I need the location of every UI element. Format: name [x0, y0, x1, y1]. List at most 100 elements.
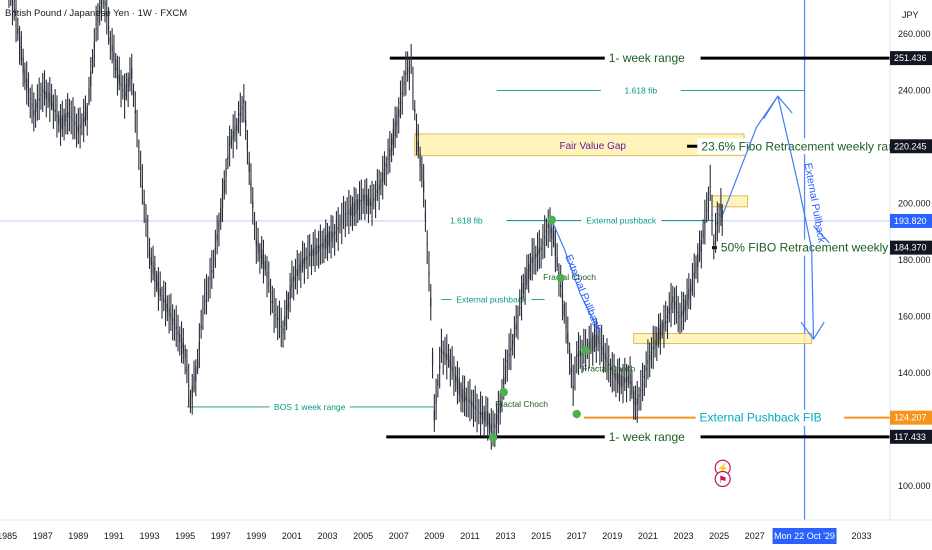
candle-body [447, 355, 450, 363]
candle-body [172, 318, 174, 322]
candle-body [262, 254, 265, 268]
candle-body [296, 269, 298, 276]
candle-body [536, 250, 539, 256]
candle-body [332, 232, 334, 239]
week-range-bottom-price-tag [890, 429, 932, 444]
candle-body [385, 163, 387, 167]
x-tick-label: 2021 [638, 531, 658, 541]
candle-body [702, 230, 704, 238]
candle-body [408, 67, 410, 69]
candle-body [127, 77, 129, 92]
candle-body [310, 250, 313, 256]
y-tick-label: 160.000 [898, 312, 931, 322]
cursor-date-tag-text: Mon 22 Oct '29 [774, 531, 835, 541]
candle-body [720, 203, 722, 210]
fractal-choch-label: Fractal Choch [582, 364, 635, 374]
candle-body [590, 338, 592, 352]
candle-body [494, 424, 496, 428]
candle-body [407, 69, 409, 72]
candle-body [75, 124, 78, 129]
candle-body [579, 350, 581, 356]
candle-body [622, 375, 624, 386]
candle-body [410, 64, 412, 66]
pivot-dot [499, 388, 508, 397]
fib-1618-top-label: 1.618 fib [624, 85, 657, 95]
fibo-236-price-tag [890, 139, 932, 154]
external-pushback-top-label-bg [581, 214, 662, 227]
candle-body [684, 299, 686, 311]
candle-body [424, 211, 427, 220]
candle-body [202, 307, 204, 309]
candle-body [264, 261, 266, 271]
x-tick-label: 1997 [211, 531, 231, 541]
candle-body [449, 360, 451, 368]
candle-body [305, 257, 307, 261]
candle-body [350, 207, 352, 216]
candle-body [602, 348, 605, 355]
candle-body [394, 121, 396, 137]
candle-body [42, 89, 44, 92]
candle-body [510, 347, 512, 351]
y-tick-label: 100.000 [898, 481, 931, 491]
candle-body [391, 138, 393, 152]
candle-body [608, 363, 610, 367]
candle-body [478, 412, 480, 414]
candle-body [522, 283, 524, 294]
candle-body [588, 341, 590, 351]
candle-body [403, 81, 405, 86]
lightning-event-icon-glyph: ⚡ [716, 462, 728, 475]
candle-body [136, 131, 138, 133]
candle-body [113, 51, 115, 62]
candle-body [307, 255, 309, 258]
candle-body [695, 262, 697, 274]
candle-body [312, 248, 314, 256]
x-tick-label: 1993 [140, 531, 160, 541]
candle-body [43, 90, 46, 95]
candle-body [520, 295, 523, 301]
candle-body [360, 199, 362, 201]
candle-body [261, 249, 263, 265]
candle-body [535, 253, 537, 258]
candle-body [216, 234, 218, 241]
candle-body [455, 375, 457, 383]
candle-body [104, 1, 106, 6]
candle-body [716, 222, 718, 225]
candle-body [691, 282, 694, 284]
candle-body [488, 416, 491, 430]
candle-body [709, 186, 711, 188]
candle-body [547, 223, 549, 229]
candle-body [271, 300, 273, 303]
candle-body [189, 397, 192, 405]
candle-body [116, 67, 119, 80]
candle-body [186, 366, 188, 372]
candle-body [54, 109, 56, 113]
candle-body [339, 223, 341, 227]
candle-body [399, 101, 402, 105]
candle-body [148, 252, 151, 256]
candle-body [549, 225, 551, 234]
price-series [8, 0, 723, 450]
candle-body [293, 277, 295, 282]
lower-fvg-box [633, 333, 813, 345]
y-tick-label: 260.000 [898, 29, 931, 39]
candle-body [674, 301, 676, 306]
candle-body [704, 220, 706, 225]
external-pushback-fib-label-bg [695, 409, 845, 426]
candle-body [595, 334, 597, 347]
week-range-top-price-tag-text: 251.436 [894, 53, 927, 63]
candle-body [682, 306, 685, 316]
candle-body [698, 246, 701, 261]
current-price-tag-text: 193.820 [894, 216, 927, 226]
x-tick-label: 1987 [33, 531, 53, 541]
candle-body [663, 321, 665, 330]
candle-body [107, 26, 110, 29]
candle-body [232, 131, 234, 141]
x-tick-label: 2025 [709, 531, 729, 541]
external-pushback-top-label: External pushback [586, 215, 657, 225]
pivot-dot [488, 433, 498, 442]
pullback-arrow-left [551, 220, 601, 334]
fibo-236-price-tag-text: 220.245 [894, 141, 927, 151]
x-tick-label: 2007 [389, 531, 409, 541]
candle-body [70, 116, 72, 118]
